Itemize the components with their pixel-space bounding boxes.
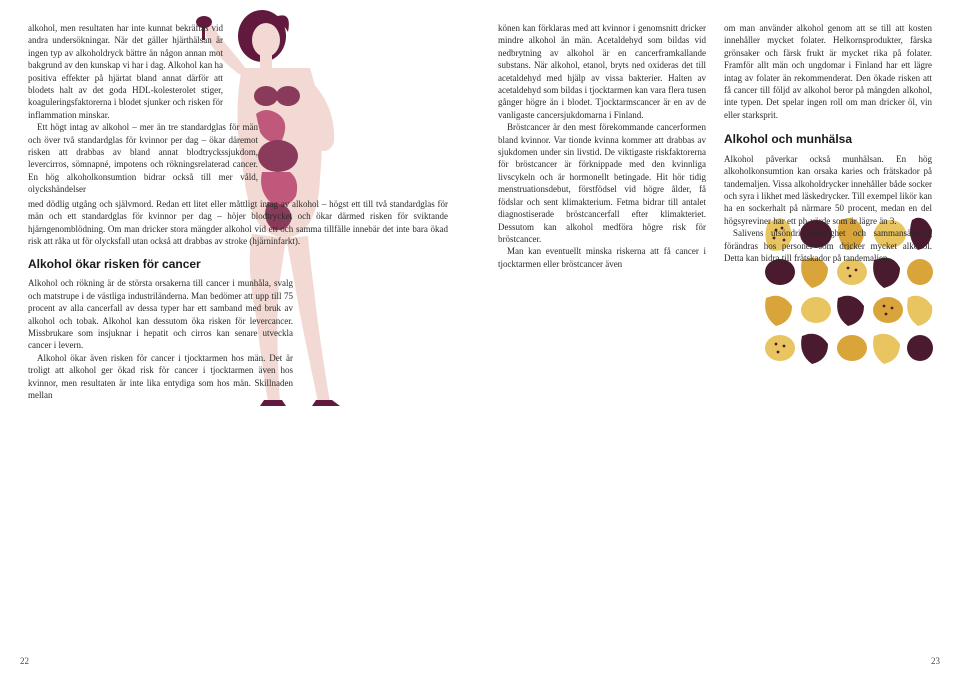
body-paragraph: Salivens utsöndringshastighet och samman… bbox=[724, 227, 932, 264]
left-col-cancer: Alkohol och rökning är de största orsake… bbox=[28, 277, 293, 401]
left-col-upper: alkohol, men resultaten har inte kunnat … bbox=[28, 22, 223, 121]
body-paragraph: med dödlig utgång och självmord. Redan e… bbox=[28, 198, 448, 248]
body-paragraph: Alkohol påverkar också munhälsan. En hög… bbox=[724, 153, 932, 227]
left-col-wrap: med dödlig utgång och självmord. Redan e… bbox=[28, 198, 448, 248]
body-paragraph: Alkohol ökar även risken för cancer i tj… bbox=[28, 352, 293, 402]
page-number-right: 23 bbox=[931, 656, 940, 666]
body-paragraph: Bröstcancer är den mest förekommande can… bbox=[498, 121, 706, 245]
body-paragraph: Man kan eventuellt minska riskerna att f… bbox=[498, 245, 706, 270]
right-page: könen kan förklaras med att kvinnor i ge… bbox=[480, 0, 960, 674]
body-paragraph: Alkohol och rökning är de största orsake… bbox=[28, 277, 293, 351]
page-spread: alkohol, men resultaten har inte kunnat … bbox=[0, 0, 960, 674]
heading-cancer: Alkohol ökar risken för cancer bbox=[28, 257, 462, 271]
page-number-left: 22 bbox=[20, 656, 29, 666]
body-paragraph: alkohol, men resultaten har inte kunnat … bbox=[28, 22, 223, 121]
body-paragraph: om man använder alkohol genom att se til… bbox=[724, 22, 932, 121]
body-paragraph: könen kan förklaras med att kvinnor i ge… bbox=[498, 22, 706, 121]
right-columns: könen kan förklaras med att kvinnor i ge… bbox=[498, 22, 932, 382]
heading-munhalsa: Alkohol och munhälsa bbox=[724, 131, 932, 148]
left-page: alkohol, men resultaten har inte kunnat … bbox=[0, 0, 480, 674]
body-paragraph: Ett högt intag av alkohol – mer än tre s… bbox=[28, 121, 258, 195]
right-col-2: om man använder alkohol genom att se til… bbox=[724, 22, 932, 382]
left-col-mid: Ett högt intag av alkohol – mer än tre s… bbox=[28, 121, 258, 195]
right-col-1: könen kan förklaras med att kvinnor i ge… bbox=[498, 22, 706, 382]
